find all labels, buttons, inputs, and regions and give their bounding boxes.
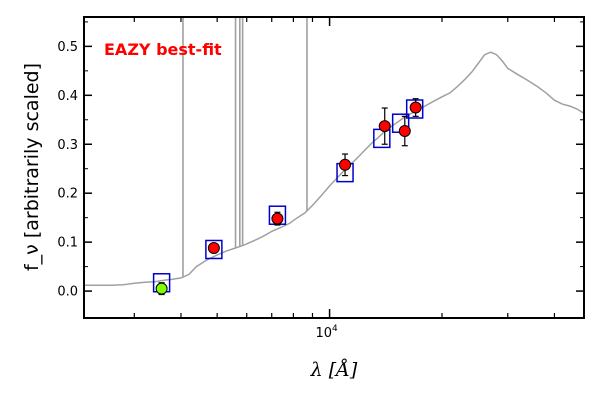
model-photometry-square <box>205 239 223 260</box>
y-tick-label: 0.2 <box>57 187 78 202</box>
y-tick-label: 0.5 <box>57 40 78 55</box>
y-tick-label: 0.0 <box>57 285 78 300</box>
observed-point <box>378 120 391 133</box>
x-axis-label: λ [Å] <box>310 359 358 381</box>
observed-point <box>155 282 168 295</box>
y-axis-ticks: 0.0 0.1 0.2 0.3 0.4 0.5 <box>57 21 584 300</box>
observed-point <box>398 125 411 138</box>
x-major-tick-label: 104 <box>315 324 338 341</box>
annotation-label: EAZY best-fit <box>104 40 222 59</box>
observed-point <box>271 212 284 225</box>
y-tick-label: 0.4 <box>57 89 78 104</box>
plot-frame <box>83 16 585 319</box>
x-tick-exponent: 4 <box>332 324 338 334</box>
x-axis-ticks <box>133 17 556 318</box>
model-photometry-square <box>405 99 424 119</box>
y-axis-label: f_ν [arbitrarily scaled] <box>21 63 43 271</box>
y-tick-label: 0.1 <box>57 236 78 251</box>
model-spectrum-layer <box>84 17 585 286</box>
plot-area <box>84 17 585 296</box>
model-spectrum-line <box>84 51 585 286</box>
observed-points-layer <box>155 98 422 296</box>
y-tick-label: 0.3 <box>57 138 78 153</box>
x-tick-label: 104 <box>315 324 338 341</box>
observed-point <box>339 158 352 171</box>
observed-point <box>409 101 422 114</box>
observed-point <box>207 242 220 255</box>
